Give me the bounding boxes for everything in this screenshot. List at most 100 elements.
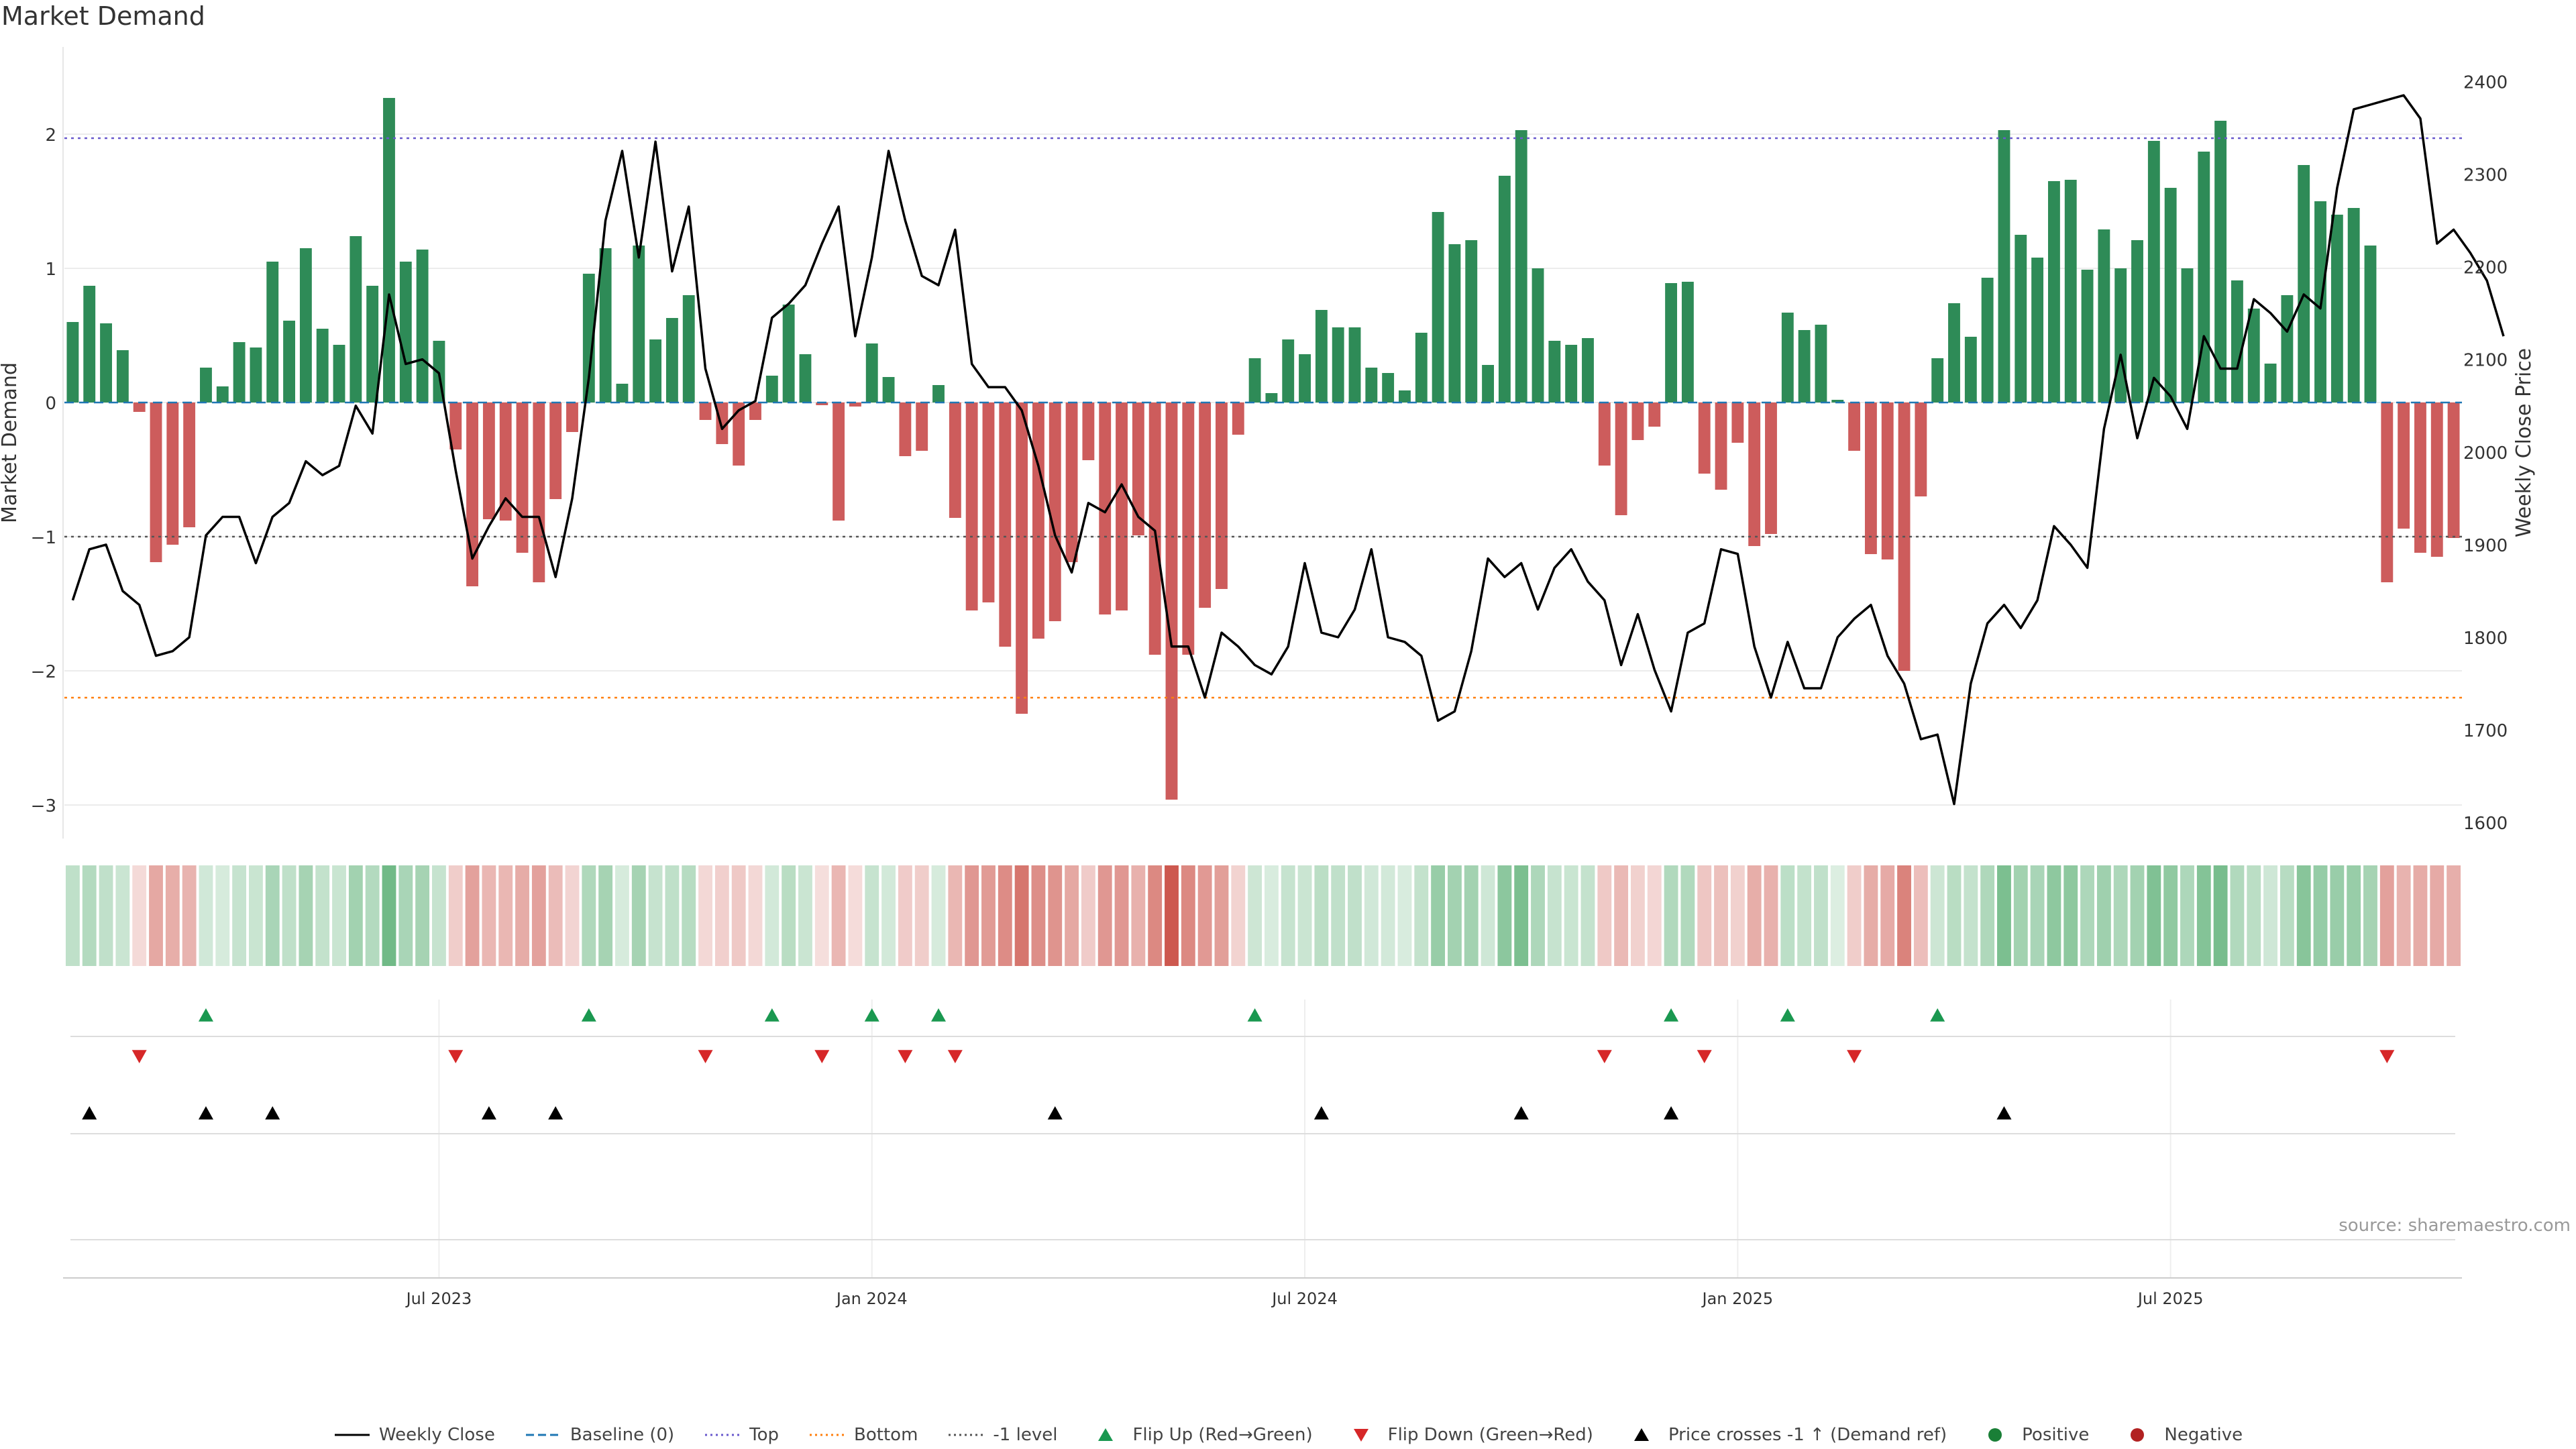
positive-demand-bar [1382,373,1395,402]
legend-item: Weekly Close [333,1425,495,1445]
heat-strip-cell [631,865,646,966]
heat-strip-cell [1148,865,1163,966]
price-cross-marker [1047,1106,1063,1120]
heat-strip-cell [798,865,812,966]
y-right-tick-label: 1600 [2463,814,2508,834]
legend-label: Negative [2164,1425,2243,1445]
flip-up-marker [764,1008,780,1022]
heat-strip-cell [1913,865,1928,966]
heat-strip-cell [2163,865,2178,966]
positive-demand-bar [350,236,362,402]
positive-demand-bar [2298,165,2310,402]
legend-label: Top [749,1425,780,1445]
heat-strip-cell [365,865,380,966]
positive-demand-bar [2031,258,2044,402]
negative-demand-bar [1648,402,1661,427]
negative-demand-bar [1082,402,1095,460]
heat-strip-cell [1680,865,1695,966]
heat-strip-cell [1864,865,1878,966]
weekly-close-line [71,94,2505,806]
positive-demand-bar [1515,130,1527,402]
positive-demand-bar [932,385,945,402]
heat-strip-cell [2347,865,2361,966]
heat-strip-cell [1547,865,1562,966]
positive-demand-bar [283,321,295,402]
positive-demand-bar [599,248,612,402]
heat-strip-cell [831,865,846,966]
y-right-tick-label: 1900 [2463,536,2508,556]
heat-strip-cell [1348,865,1362,966]
source-credit: source: sharemaestro.com [2339,1216,2571,1236]
price-cross-marker [1996,1106,2012,1120]
positive-demand-bar [1465,240,1478,402]
demand-heat-strip [65,865,2461,966]
heat-strip-cell [1031,865,1046,966]
price-cross-marker [198,1106,213,1120]
positive-demand-bar [1815,325,1827,402]
positive-demand-bar [66,322,79,402]
positive-demand-bar [865,343,878,402]
negative-demand-bar [449,402,462,449]
y-left-tick-label: 2 [45,125,56,146]
negative-demand-bar [1148,402,1161,655]
heat-strip-cell [1181,865,1195,966]
heat-strip-cell [1997,865,2011,966]
heat-strip-cell [1980,865,1995,966]
y-left-tick-label: 0 [45,394,56,414]
legend-label: Price crosses -1 ↑ (Demand ref) [1668,1425,1947,1445]
heat-strip-cell [465,865,480,966]
y-right-tick-label: 2100 [2463,351,2508,371]
negative-demand-bar [2430,402,2443,557]
y-left-tick-label: −1 [31,528,56,548]
positive-demand-bar [2330,215,2343,402]
positive-demand-bar [765,376,778,402]
positive-demand-bar [1332,327,1344,402]
negative-demand-bar [1848,402,1861,451]
heat-strip-cell [714,865,729,966]
flip-down-marker [698,1050,713,1063]
heat-strip-cell [2063,865,2078,966]
negative-demand-bar [949,402,961,518]
heat-strip-cell [1048,865,1063,966]
heat-strip-cell [948,865,963,966]
heat-strip-cell [2147,865,2161,966]
negative-demand-bar [1715,402,1727,490]
positive-demand-bar [1498,176,1511,402]
negative-demand-bar [566,402,578,432]
y-right-tick-label: 2200 [2463,258,2508,278]
legend-item: Positive [1976,1425,2089,1445]
flip-up-marker [931,1008,947,1022]
negative-demand-bar [2398,402,2410,529]
heat-strip-cell [1930,865,1945,966]
positive-demand-bar [582,274,595,402]
heat-strip-cell [2230,865,2245,966]
negative-demand-bar [499,402,512,521]
negative-demand-bar [1065,402,1078,562]
legend-item: Flip Up (Red→Green) [1087,1425,1313,1445]
heat-strip-cell [1830,865,1845,966]
positive-demand-bar [2047,181,2060,402]
y-axis-left-label: Market Demand [0,362,21,523]
negative-demand-bar [1765,402,1777,534]
axes-layer: 2 1 0 −1 −2 −3 2400 2300 2200 2100 2000 1900 1800 170… [31,47,2508,1308]
heat-strip-cell [898,865,912,966]
heat-strip-cell [515,865,529,966]
legend-label: Flip Up (Red→Green) [1132,1425,1313,1445]
flip-up-marker [1664,1008,1679,1022]
heat-strip-cell [1431,865,1446,966]
legend-label: Positive [2022,1425,2090,1445]
positive-demand-bar [2181,268,2194,402]
heat-strip-cell [1714,865,1728,966]
heat-strip-cell [82,865,97,966]
heat-strip-cell [1114,865,1129,966]
flip-down-marker [947,1050,963,1063]
negative-demand-bar [1631,402,1644,440]
positive-demand-bar [649,339,662,402]
y-left-tick-label: −2 [31,662,56,682]
heat-strip-cell [1797,865,1812,966]
heat-strip-cell [615,865,629,966]
positive-demand-bar [100,323,112,402]
heat-strip-cell [398,865,413,966]
heat-strip-cell [99,865,113,966]
